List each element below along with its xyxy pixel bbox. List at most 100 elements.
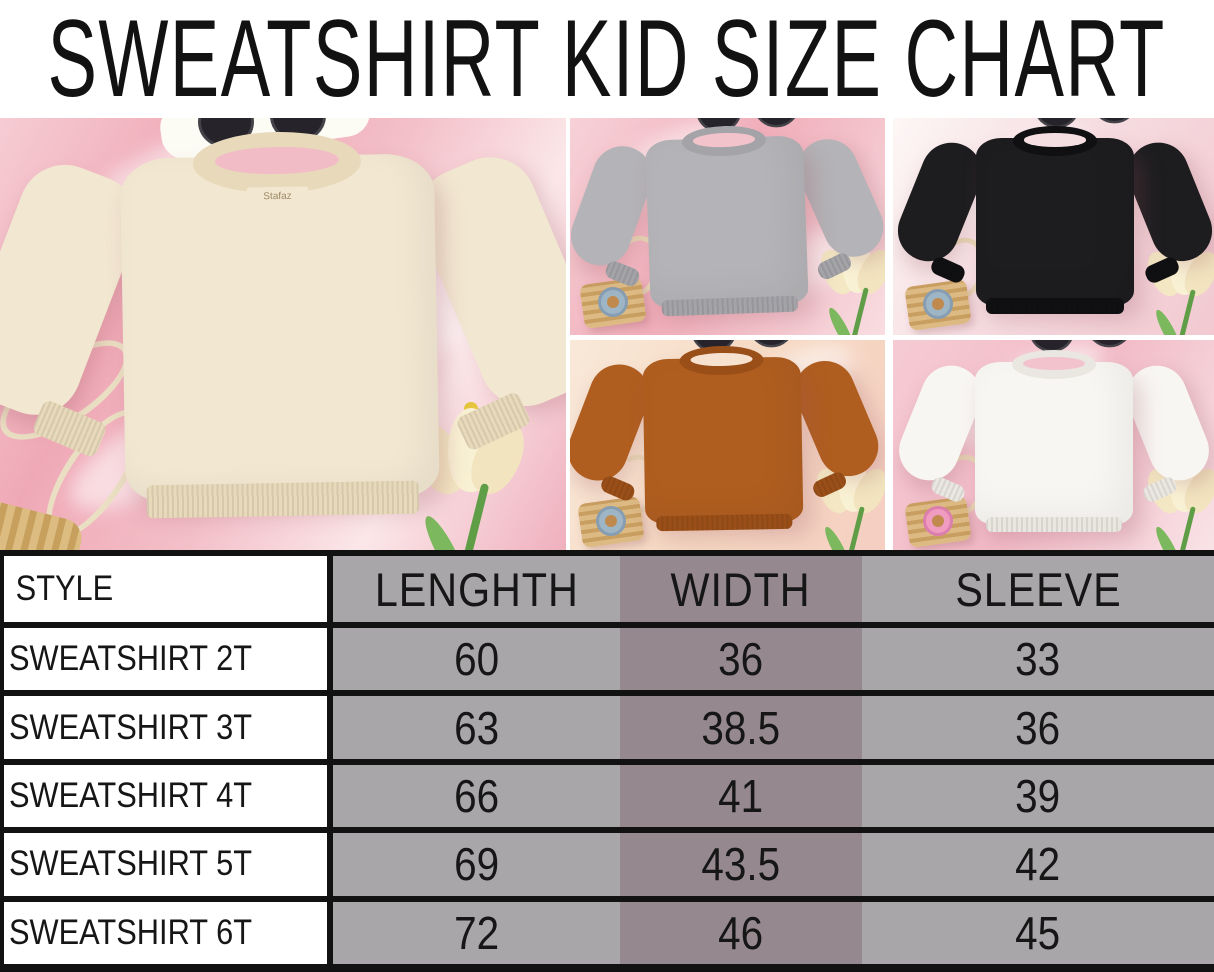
sunglasses-lens: [1092, 118, 1137, 124]
lenghth-cell: 69: [333, 833, 620, 896]
wooden-camera-toy-prop: [578, 229, 669, 331]
neck-brand-label: Stafaz: [245, 185, 310, 208]
header-label: WIDTH: [671, 562, 811, 616]
value: 43.5: [701, 838, 781, 891]
value: 45: [1015, 906, 1061, 959]
size-table: STYLE LENGHTH WIDTH SLEEVE SWEATSHIRT 2T…: [0, 550, 1214, 972]
sleeve-cell: 36: [862, 696, 1214, 759]
sweatshirt-collar: [1012, 126, 1098, 156]
value: 69: [453, 838, 500, 891]
sweatshirt-neck-opening: [1022, 357, 1086, 371]
camera-lens-center: [932, 298, 944, 310]
lenghth-cell: 72: [333, 901, 620, 965]
sweatshirt-neck-opening: [1023, 133, 1087, 147]
style-label: SWEATSHIRT 4T: [9, 776, 253, 816]
value: 33: [1015, 633, 1061, 686]
sweatshirt-cuff: [928, 474, 967, 505]
style-label: SWEATSHIRT 3T: [9, 707, 253, 747]
sweatshirt-cuff: [1142, 254, 1182, 285]
sweatshirt-hem: [661, 295, 799, 317]
sweatshirt-hem: [985, 517, 1123, 533]
sleeve-cell: 33: [862, 628, 1214, 691]
table-header-row: STYLE LENGHTH WIDTH SLEEVE: [4, 556, 1214, 622]
sleeve-cell: 42: [862, 833, 1214, 896]
sweatshirt-body: [975, 361, 1133, 525]
wooden-camera-toy-prop: [576, 448, 667, 550]
page-title: SWEATSHIRT KID SIZE CHART: [47, 0, 1167, 120]
value: 60: [453, 633, 500, 686]
style-label: SWEATSHIRT 5T: [9, 844, 253, 884]
value: 36: [1015, 701, 1061, 754]
sweatshirt-graphic-cream: Stafaz: [0, 130, 566, 544]
sweatshirt-graphic-brown: [570, 345, 885, 545]
header-label: STYLE: [15, 569, 114, 608]
width-cell: 46: [620, 901, 862, 965]
sweatshirt-cuff: [455, 390, 533, 453]
sweatshirt-neck-opening: [214, 145, 340, 176]
sweatshirt-cuff: [1141, 474, 1180, 505]
table-row-5t: SWEATSHIRT 5T 69 43.5 42: [4, 833, 1214, 896]
header-label: SLEEVE: [954, 562, 1122, 616]
value: 42: [1015, 838, 1061, 891]
photo-cream-sweatshirt: Stafaz: [0, 118, 566, 550]
value: 39: [1015, 770, 1061, 823]
sweatshirt-cuff: [598, 473, 637, 504]
lenghth-cell: 63: [333, 696, 620, 759]
camera-lens-center: [605, 515, 617, 527]
camera-lens-center: [932, 515, 944, 527]
sleeve-cell: 45: [862, 901, 1214, 965]
camera-lens-center: [607, 296, 619, 308]
lenghth-cell: 60: [333, 628, 620, 691]
value: 46: [718, 906, 764, 959]
style-cell: SWEATSHIRT 5T: [4, 833, 333, 896]
photo-gray-sweatshirt: [570, 118, 885, 335]
sweatshirt-hem: [656, 513, 793, 532]
sweatshirt-cuff: [30, 398, 108, 459]
style-label: SWEATSHIRT 2T: [9, 639, 253, 679]
style-cell: SWEATSHIRT 3T: [4, 696, 333, 759]
table-row-3t: SWEATSHIRT 3T 63 38.5 36: [4, 696, 1214, 759]
sleeve-cell: 39: [862, 764, 1214, 828]
wooden-camera-toy-prop: [903, 231, 994, 333]
sweatshirt-cuff: [810, 469, 849, 500]
camera-lens: [923, 289, 953, 319]
sweatshirt-body: [642, 356, 803, 524]
lenghth-cell: 66: [333, 764, 620, 828]
width-cell: 41: [620, 764, 862, 828]
width-cell: 38.5: [620, 696, 862, 759]
sunglasses-lens: [1087, 340, 1132, 348]
column-header-sleeve: SLEEVE: [862, 556, 1214, 622]
table-row-4t: SWEATSHIRT 4T 66 41 39: [4, 764, 1214, 828]
table-row-2t: SWEATSHIRT 2T 60 36 33: [4, 628, 1214, 691]
photo-white-sweatshirt: [893, 340, 1214, 550]
sweatshirt-body: [975, 137, 1135, 307]
value: 63: [453, 701, 500, 754]
title-bar: SWEATSHIRT KID SIZE CHART: [0, 0, 1214, 119]
style-label: SWEATSHIRT 6T: [9, 912, 253, 952]
value: 38.5: [701, 701, 781, 754]
sweatshirt-graphic-black: [893, 126, 1214, 326]
sweatshirt-hem: [986, 298, 1124, 315]
photo-black-sweatshirt: [893, 118, 1214, 335]
value: 41: [718, 770, 764, 823]
wooden-camera-toy-prop: [903, 448, 994, 550]
value: 72: [453, 906, 500, 959]
width-cell: 43.5: [620, 833, 862, 896]
value: 36: [718, 633, 764, 686]
sweatshirt-neck-opening: [690, 352, 753, 367]
sweatshirt-collar: [1012, 350, 1096, 379]
style-cell: SWEATSHIRT 2T: [4, 628, 333, 691]
sweatshirt-hem: [146, 481, 420, 519]
column-header-width: WIDTH: [620, 556, 862, 622]
header-label: LENGHTH: [374, 562, 579, 616]
camera-lens: [923, 506, 953, 536]
style-cell: SWEATSHIRT 6T: [4, 901, 333, 965]
table-row-6t: SWEATSHIRT 6T 72 46 45: [4, 901, 1214, 965]
value: 66: [453, 770, 500, 823]
photo-brown-sweatshirt: [570, 340, 885, 550]
sweatshirt-neck-opening: [692, 132, 756, 148]
sweatshirt-cuff: [815, 250, 854, 282]
product-photo-collage: Stafaz: [0, 118, 1214, 550]
sweatshirt-graphic-gray: [570, 123, 885, 330]
